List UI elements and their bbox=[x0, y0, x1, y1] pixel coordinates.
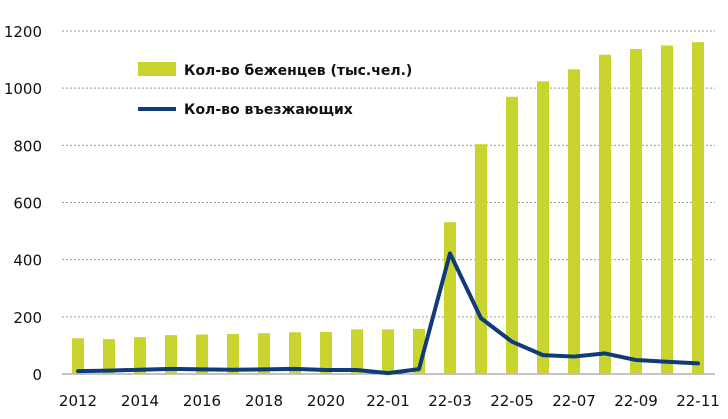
bar-22-09 bbox=[630, 49, 642, 374]
y-tick-label: 600 bbox=[13, 195, 42, 213]
line-point-22-08 bbox=[604, 352, 606, 354]
bar-2017 bbox=[227, 333, 239, 374]
x-tick-label: 22-01 bbox=[366, 392, 410, 410]
line-point-22-11 bbox=[697, 362, 699, 364]
line-point-22-05 bbox=[511, 341, 513, 343]
y-tick-label: 1000 bbox=[4, 80, 42, 98]
line-point-22-06 bbox=[542, 354, 544, 356]
line-series bbox=[76, 251, 700, 376]
x-tick-label: 2012 bbox=[59, 392, 97, 410]
legend-bar-swatch bbox=[138, 62, 176, 76]
line-point-22-04 bbox=[480, 317, 482, 319]
line-point-2013 bbox=[108, 370, 110, 372]
line-point-2016 bbox=[201, 368, 203, 370]
bar-2012 bbox=[72, 338, 84, 374]
legend-bar-label: Кол-во беженцев (тыс.чел.) bbox=[184, 63, 412, 79]
gridlines bbox=[62, 30, 715, 375]
bar-series bbox=[72, 42, 704, 375]
bar-22-06 bbox=[537, 81, 549, 374]
bar-2020 bbox=[320, 331, 332, 374]
x-tick-label: 22-09 bbox=[614, 392, 658, 410]
line-point-22-07 bbox=[573, 356, 575, 358]
line-point-2020 bbox=[325, 369, 327, 371]
line-point-2017 bbox=[232, 369, 234, 371]
y-tick-label: 1200 bbox=[4, 23, 42, 41]
legend: Кол-во беженцев (тыс.чел.) Кол-во въезжа… bbox=[138, 62, 412, 118]
x-tick-label: 22-11 bbox=[676, 392, 720, 410]
line-point-2018 bbox=[263, 368, 265, 370]
y-tick-label: 800 bbox=[13, 137, 42, 155]
line-point-22-10 bbox=[666, 361, 668, 363]
y-tick-label: 0 bbox=[32, 366, 42, 384]
bar-22-10 bbox=[661, 45, 673, 374]
x-tick-label: 22-03 bbox=[428, 392, 472, 410]
bar-22-03 bbox=[444, 222, 456, 374]
line-point-22-09 bbox=[635, 359, 637, 361]
y-axis: 0 200 400 600 800 1000 1200 bbox=[4, 23, 42, 384]
line-point-22-02 bbox=[418, 368, 420, 370]
bar-22-01 bbox=[382, 329, 394, 374]
x-tick-label: 22-07 bbox=[552, 392, 596, 410]
x-tick-label: 2016 bbox=[183, 392, 221, 410]
x-tick-label: 22-05 bbox=[490, 392, 534, 410]
x-tick-label: 2014 bbox=[121, 392, 159, 410]
x-tick-label: 2018 bbox=[245, 392, 283, 410]
bar-22-04 bbox=[475, 144, 487, 374]
bar-2019 bbox=[289, 332, 301, 374]
line-point-22-03 bbox=[449, 252, 451, 254]
bar-22-05 bbox=[506, 96, 518, 374]
bar-2016 bbox=[196, 334, 208, 374]
y-tick-label: 400 bbox=[13, 252, 42, 270]
bar-2015 bbox=[165, 335, 177, 374]
line-point-2015 bbox=[170, 368, 172, 370]
bar-22-11 bbox=[692, 42, 704, 375]
line-point-2012 bbox=[77, 370, 79, 372]
bar-22-07 bbox=[568, 69, 580, 374]
legend-line-label: Кол-во въезжающих bbox=[184, 102, 353, 118]
line-point-22-01 bbox=[387, 372, 389, 374]
bar-2021 bbox=[351, 329, 363, 374]
y-tick-label: 200 bbox=[13, 309, 42, 327]
line-point-2014 bbox=[139, 369, 141, 371]
x-axis: 2012 2014 2016 2018 2020 22-01 22-03 22-05 22-07… bbox=[59, 392, 720, 410]
line-point-2019 bbox=[294, 368, 296, 370]
bar-2013 bbox=[103, 339, 115, 374]
x-tick-label: 2020 bbox=[307, 392, 345, 410]
bar-2018 bbox=[258, 333, 270, 374]
bar-22-08 bbox=[599, 54, 611, 374]
line-point-2021 bbox=[356, 369, 358, 371]
bar-2014 bbox=[134, 337, 146, 374]
